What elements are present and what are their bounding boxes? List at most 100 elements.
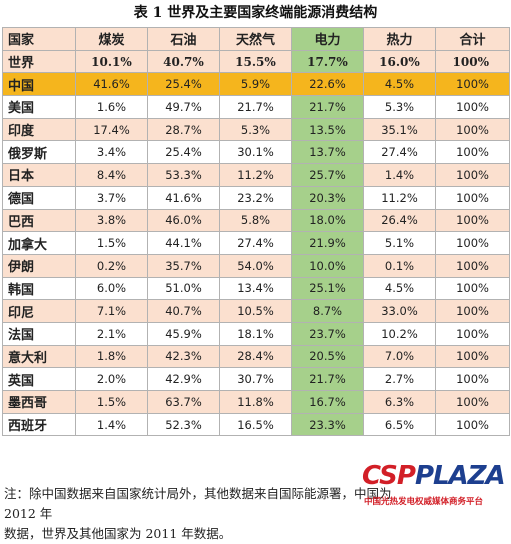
- total-cell: 100%: [435, 185, 510, 210]
- table-row: 俄罗斯 3.4% 25.4% 30.1% 13.7% 27.4% 100%: [2, 140, 510, 165]
- gas-cell: 5.9%: [219, 72, 292, 97]
- electricity-cell: 21.7%: [291, 367, 364, 391]
- energy-consumption-table: 国家 煤炭 石油 天然气 电力 热力 合计 世界 10.1% 40.7% 15.5% 1…: [2, 27, 510, 437]
- table-row: 韩国 6.0% 51.0% 13.4% 25.1% 4.5% 100%: [2, 276, 510, 301]
- coal-cell: 17.4%: [75, 117, 148, 142]
- coal-cell: 8.4%: [75, 163, 148, 187]
- footnote: 注：除中国数据来自国家统计局外，其他数据来自国际能源署，中国为 2012 年 数…: [4, 484, 404, 544]
- electricity-cell: 18.0%: [291, 208, 364, 233]
- header-electricity: 电力: [291, 27, 364, 51]
- total-cell: 100%: [435, 208, 510, 233]
- country-cell: 日本: [2, 163, 76, 187]
- coal-cell: 2.1%: [75, 321, 148, 346]
- footnote-line-2: 数据，世界及其他国家为 2011 年数据。: [4, 526, 232, 541]
- gas-cell: 23.2%: [219, 185, 292, 210]
- oil-cell: 44.1%: [147, 231, 220, 255]
- country-cell: 墨西哥: [2, 390, 76, 414]
- table-row: 巴西 3.8% 46.0% 5.8% 18.0% 26.4% 100%: [2, 208, 510, 233]
- table-row: 世界 10.1% 40.7% 15.5% 17.7% 16.0% 100%: [2, 49, 510, 74]
- table-row: 印尼 7.1% 40.7% 10.5% 8.7% 33.0% 100%: [2, 299, 510, 323]
- header-row: 国家 煤炭 石油 天然气 电力 热力 合计: [2, 27, 510, 51]
- electricity-cell: 8.7%: [291, 299, 364, 323]
- total-cell: 100%: [435, 253, 510, 278]
- header-oil: 石油: [147, 27, 220, 51]
- coal-cell: 1.5%: [75, 390, 148, 414]
- total-cell: 100%: [435, 412, 510, 437]
- table-row: 加拿大 1.5% 44.1% 27.4% 21.9% 5.1% 100%: [2, 231, 510, 255]
- header-country: 国家: [2, 27, 76, 51]
- total-cell: 100%: [435, 49, 510, 74]
- watermark-subtitle: 中国光热发电权威媒体商务平台: [364, 497, 484, 507]
- oil-cell: 25.4%: [147, 72, 220, 97]
- gas-cell: 5.8%: [219, 208, 292, 233]
- electricity-cell: 23.7%: [291, 321, 364, 346]
- country-cell: 意大利: [2, 344, 76, 369]
- total-cell: 100%: [435, 390, 510, 414]
- header-coal: 煤炭: [75, 27, 148, 51]
- heat-cell: 1.4%: [363, 163, 436, 187]
- total-cell: 100%: [435, 140, 510, 165]
- gas-cell: 27.4%: [219, 231, 292, 255]
- gas-cell: 15.5%: [219, 49, 292, 74]
- coal-cell: 10.1%: [75, 49, 148, 74]
- heat-cell: 10.2%: [363, 321, 436, 346]
- total-cell: 100%: [435, 344, 510, 369]
- table-row: 德国 3.7% 41.6% 23.2% 20.3% 11.2% 100%: [2, 185, 510, 210]
- oil-cell: 45.9%: [147, 321, 220, 346]
- gas-cell: 16.5%: [219, 412, 292, 437]
- header-total: 合计: [435, 27, 510, 51]
- country-cell: 西班牙: [2, 412, 76, 437]
- gas-cell: 18.1%: [219, 321, 292, 346]
- country-cell: 印度: [2, 117, 76, 142]
- heat-cell: 5.1%: [363, 231, 436, 255]
- oil-cell: 46.0%: [147, 208, 220, 233]
- country-cell: 韩国: [2, 276, 76, 301]
- electricity-cell: 25.1%: [291, 276, 364, 301]
- gas-cell: 13.4%: [219, 276, 292, 301]
- total-cell: 100%: [435, 117, 510, 142]
- total-cell: 100%: [435, 299, 510, 323]
- total-cell: 100%: [435, 367, 510, 391]
- country-cell: 俄罗斯: [2, 140, 76, 165]
- coal-cell: 2.0%: [75, 367, 148, 391]
- total-cell: 100%: [435, 321, 510, 346]
- country-cell: 加拿大: [2, 231, 76, 255]
- table-row: 印度 17.4% 28.7% 5.3% 13.5% 35.1% 100%: [2, 117, 510, 142]
- heat-cell: 26.4%: [363, 208, 436, 233]
- oil-cell: 25.4%: [147, 140, 220, 165]
- gas-cell: 5.3%: [219, 117, 292, 142]
- coal-cell: 1.4%: [75, 412, 148, 437]
- heat-cell: 6.5%: [363, 412, 436, 437]
- heat-cell: 11.2%: [363, 185, 436, 210]
- electricity-cell: 13.7%: [291, 140, 364, 165]
- oil-cell: 41.6%: [147, 185, 220, 210]
- watermark-logo: CSPPLAZA 中国光热发电权威媒体商务平台: [362, 461, 511, 521]
- country-cell: 印尼: [2, 299, 76, 323]
- heat-cell: 33.0%: [363, 299, 436, 323]
- electricity-cell: 23.3%: [291, 412, 364, 437]
- gas-cell: 28.4%: [219, 344, 292, 369]
- total-cell: 100%: [435, 95, 510, 119]
- gas-cell: 11.8%: [219, 390, 292, 414]
- electricity-cell: 20.3%: [291, 185, 364, 210]
- electricity-cell: 25.7%: [291, 163, 364, 187]
- table-row: 西班牙 1.4% 52.3% 16.5% 23.3% 6.5% 100%: [2, 412, 510, 437]
- heat-cell: 27.4%: [363, 140, 436, 165]
- heat-cell: 4.5%: [363, 276, 436, 301]
- oil-cell: 51.0%: [147, 276, 220, 301]
- gas-cell: 30.1%: [219, 140, 292, 165]
- gas-cell: 11.2%: [219, 163, 292, 187]
- table-row: 墨西哥 1.5% 63.7% 11.8% 16.7% 6.3% 100%: [2, 390, 510, 414]
- country-cell: 巴西: [2, 208, 76, 233]
- coal-cell: 3.4%: [75, 140, 148, 165]
- table-row: 法国 2.1% 45.9% 18.1% 23.7% 10.2% 100%: [2, 321, 510, 346]
- country-cell: 世界: [2, 49, 76, 74]
- oil-cell: 40.7%: [147, 299, 220, 323]
- country-cell: 德国: [2, 185, 76, 210]
- total-cell: 100%: [435, 231, 510, 255]
- coal-cell: 1.5%: [75, 231, 148, 255]
- gas-cell: 54.0%: [219, 253, 292, 278]
- table-title: 表 1 世界及主要国家终端能源消费结构: [133, 5, 378, 21]
- table-row: 美国 1.6% 49.7% 21.7% 21.7% 5.3% 100%: [2, 95, 510, 119]
- gas-cell: 21.7%: [219, 95, 292, 119]
